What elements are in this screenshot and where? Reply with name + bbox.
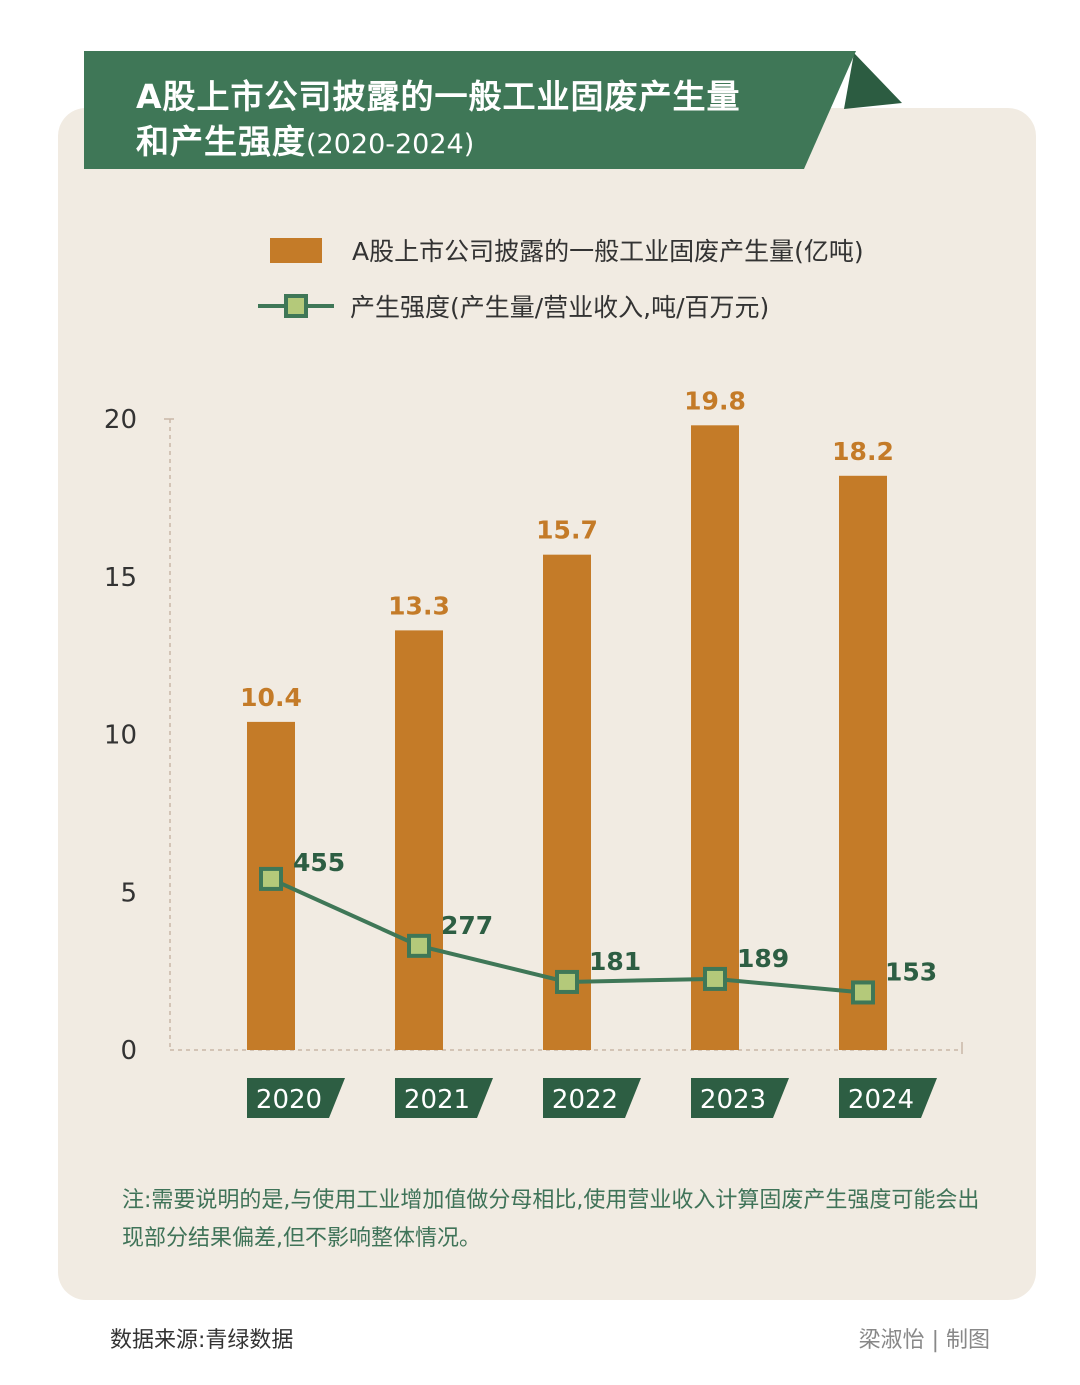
- y-tick-label: 10: [104, 721, 137, 751]
- chart-title-line2: 和产生强度(2020-2024): [136, 115, 474, 163]
- x-category-tag: [691, 1078, 789, 1118]
- intensity-marker: [259, 866, 283, 891]
- intensity-value-label: 189: [737, 944, 789, 973]
- legend-bar-swatch: [270, 237, 322, 263]
- bar-value-label: 13.3: [388, 591, 450, 620]
- data-source: 数据来源:青绿数据: [110, 1328, 294, 1353]
- bar: [395, 630, 443, 1050]
- y-tick-label: 0: [120, 1036, 137, 1066]
- x-category-tag: [543, 1078, 641, 1118]
- legend-line-label: 产生强度(产生量/营业收入,吨/百万元): [350, 293, 770, 322]
- y-tick-label: 20: [104, 405, 137, 435]
- intensity-marker: [407, 933, 431, 958]
- intensity-value-label: 455: [293, 848, 345, 877]
- legend-item-bar: A股上市公司披露的一般工业固废产生量(亿吨): [258, 232, 864, 268]
- title-banner: [84, 51, 904, 169]
- y-tick-label: 5: [120, 878, 137, 908]
- chart-title-line1: A股上市公司披露的一般工业固废产生量: [136, 77, 741, 116]
- x-category-tag: [839, 1078, 937, 1118]
- bar-value-label: 10.4: [240, 683, 302, 712]
- legend-item-line: 产生强度(产生量/营业收入,吨/百万元): [258, 288, 769, 324]
- intensity-value-label: 277: [441, 911, 493, 940]
- x-tick-label: 2021: [404, 1085, 470, 1115]
- intensity-marker: [851, 980, 875, 1005]
- author-credit: 梁淑怡 | 制图: [858, 1328, 990, 1353]
- intensity-value-label: 153: [885, 957, 937, 986]
- legend-bar-label: A股上市公司披露的一般工业固废产生量(亿吨): [352, 237, 864, 266]
- legend-line-swatch: [258, 294, 334, 318]
- y-tick-label: 15: [104, 563, 137, 593]
- intensity-marker: [555, 969, 579, 994]
- intensity-marker: [703, 966, 727, 991]
- bar-value-label: 18.2: [832, 437, 894, 466]
- bar: [839, 475, 887, 1050]
- x-category-tag: [395, 1078, 493, 1118]
- intensity-value-label: 181: [589, 947, 641, 976]
- bar: [543, 554, 591, 1050]
- x-category-tag: [247, 1078, 345, 1118]
- chart-title-line2-text: 和产生强度: [136, 122, 306, 161]
- chart-title-years: (2020-2024): [306, 129, 475, 160]
- x-tick-label: 2022: [552, 1085, 618, 1115]
- x-tick-label: 2023: [700, 1085, 766, 1115]
- x-tick-label: 2024: [848, 1085, 914, 1115]
- bar-value-label: 19.8: [684, 386, 746, 415]
- bar: [691, 425, 739, 1050]
- bar-value-label: 15.7: [536, 516, 598, 545]
- chart-note: 注:需要说明的是,与使用工业增加值做分母相比,使用营业收入计算固废产生强度可能会…: [122, 1188, 980, 1251]
- x-tick-label: 2020: [256, 1085, 322, 1115]
